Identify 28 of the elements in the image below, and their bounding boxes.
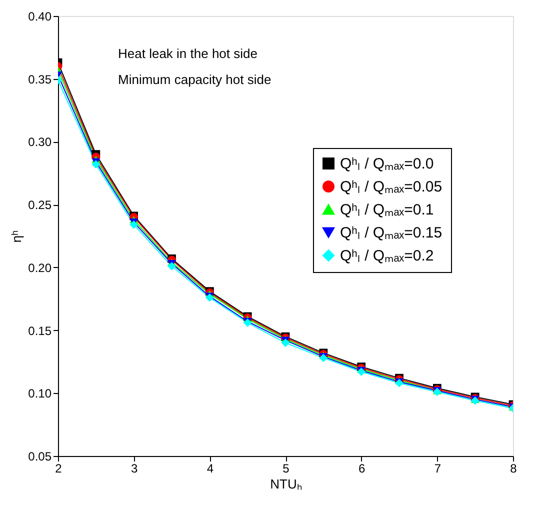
- x-tick-label: 6: [358, 462, 366, 476]
- point: [130, 220, 138, 229]
- y-tick-label: 0.25: [28, 198, 52, 212]
- legend-label: Qʰₗ / Qₘₐₓ=0.0: [340, 156, 434, 172]
- y-tick-label: 0.35: [28, 72, 52, 86]
- x-tick-label: 7: [434, 462, 442, 476]
- y-tick-label: 0.40: [28, 10, 52, 24]
- x-tick-label: 8: [510, 462, 518, 476]
- y-tick-label: 0.15: [28, 324, 52, 338]
- legend-label: Qʰₗ / Qₘₐₓ=0.05: [340, 178, 442, 196]
- point: [92, 160, 100, 169]
- x-axis-title: NTUₕ: [270, 476, 302, 492]
- annotation: Heat leak in the hot side: [118, 46, 258, 61]
- x-tick-label: 5: [282, 462, 290, 476]
- y-tick-label: 0.05: [28, 450, 52, 464]
- x-tick-label: 2: [55, 462, 62, 476]
- x-tick-label: 3: [130, 462, 138, 476]
- x-tick-label: 4: [206, 462, 214, 476]
- y-tick-label: 0.30: [28, 135, 52, 150]
- point: [281, 338, 290, 348]
- y-tick-label: 0.20: [28, 260, 52, 275]
- legend-label: Qʰₗ / Qₘₐₓ=0.2: [340, 248, 434, 264]
- legend-label: Qʰₗ / Qₘₐₓ=0.1: [340, 202, 434, 218]
- legend-label: Qʰₗ / Qₘₐₓ=0.15: [340, 224, 442, 242]
- annotation: Minimum capacity hot side: [118, 72, 272, 87]
- point: [168, 262, 176, 270]
- y-tick-label: 0.10: [28, 386, 52, 401]
- y-axis-title: ηʰ: [9, 230, 24, 243]
